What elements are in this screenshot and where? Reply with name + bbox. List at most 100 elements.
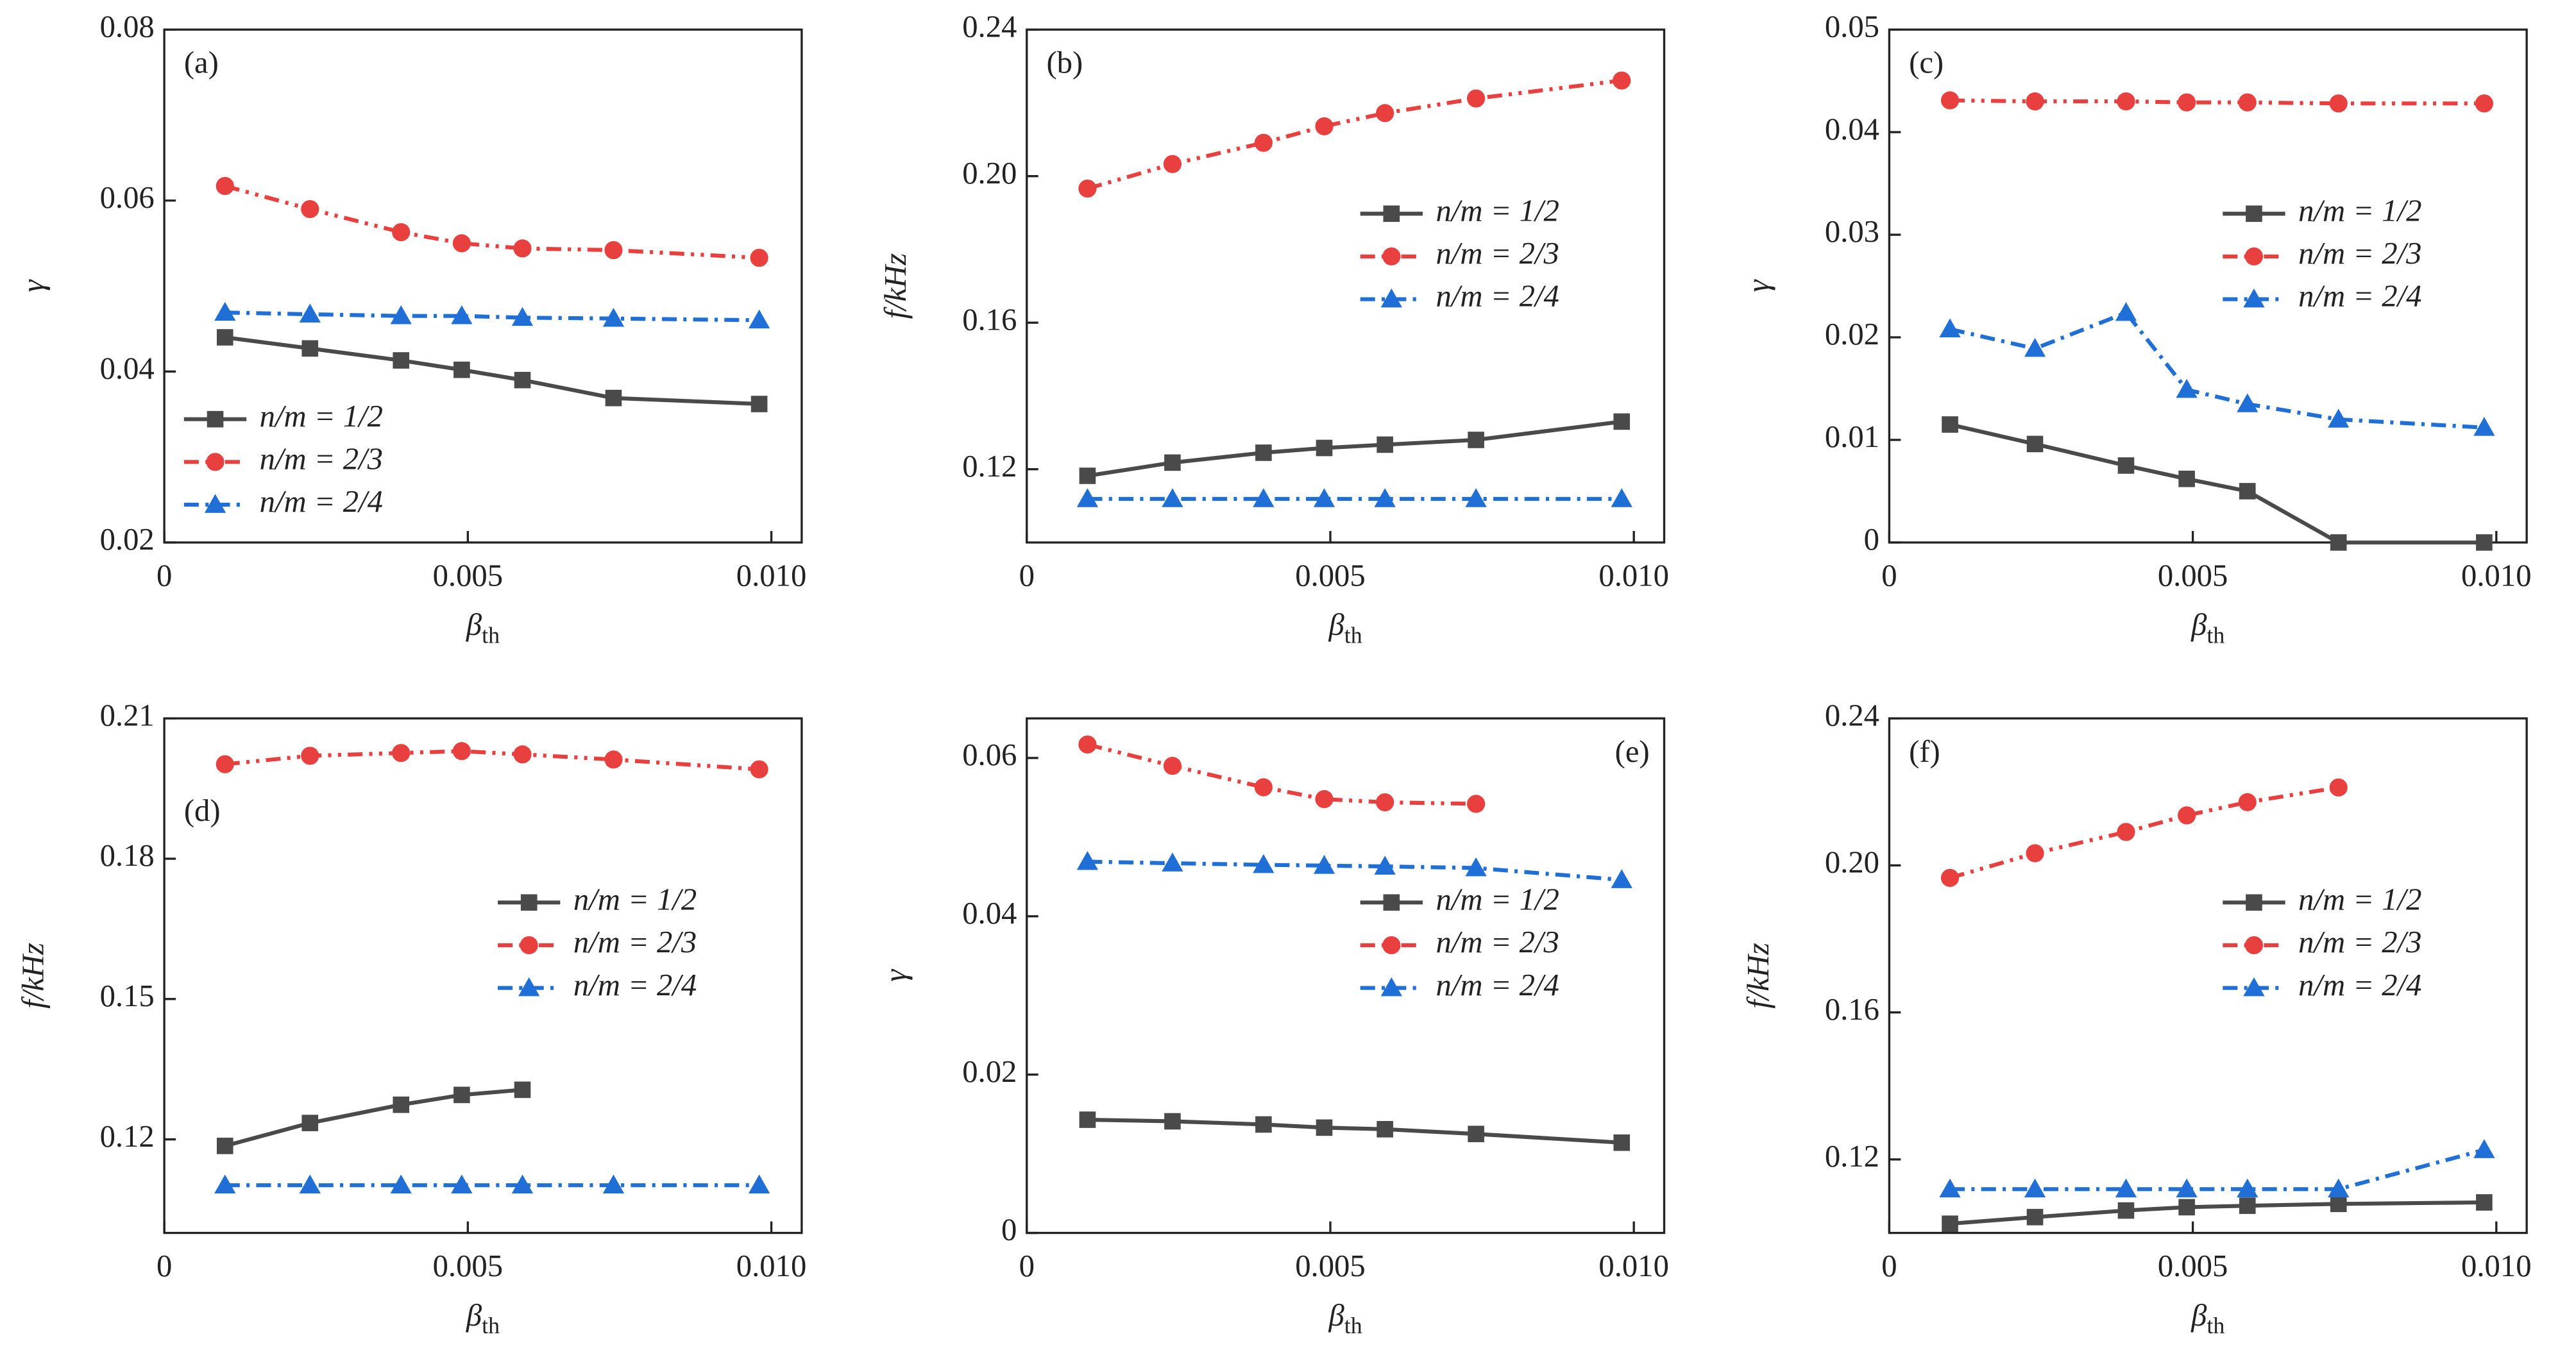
marker — [513, 239, 532, 258]
legend-marker — [520, 894, 538, 911]
marker — [2026, 1209, 2044, 1226]
marker — [2178, 1199, 2195, 1216]
legend-marker — [518, 977, 540, 997]
marker — [2176, 1178, 2198, 1198]
plot-frame — [1026, 28, 1666, 544]
series-line — [1949, 785, 2339, 880]
marker — [513, 745, 532, 764]
series-line — [224, 184, 759, 260]
legend-label: n/m = 2/3 — [1436, 925, 1559, 959]
marker — [1376, 104, 1394, 122]
y-tick-label: 0.12 — [962, 449, 1017, 484]
marker — [2330, 1195, 2347, 1213]
marker — [1313, 488, 1335, 507]
x-tick-label: 0.010 — [736, 1249, 806, 1283]
marker — [604, 750, 623, 769]
marker — [1253, 488, 1275, 507]
x-axis-label: βth — [466, 607, 500, 648]
y-axis-label: γ — [1741, 279, 1775, 292]
marker — [2476, 1194, 2493, 1211]
marker — [750, 248, 768, 267]
marker — [1315, 117, 1334, 136]
legend-label: n/m = 2/4 — [1436, 968, 1559, 1002]
x-axis-label-symbol: β — [466, 1298, 482, 1333]
legend-marker — [1383, 205, 1400, 223]
y-tick-label: 0.08 — [100, 9, 155, 44]
marker — [2176, 378, 2198, 398]
legend-marker — [520, 936, 538, 955]
marker — [451, 305, 473, 324]
legend-label: n/m = 1/2 — [1436, 882, 1559, 916]
x-tick-label: 0.005 — [2158, 1249, 2228, 1283]
marker — [1468, 432, 1484, 448]
legend-label: n/m = 2/3 — [2298, 236, 2421, 271]
marker — [393, 1096, 410, 1113]
x-tick-label: 0.010 — [1598, 558, 1668, 593]
marker — [1076, 850, 1099, 870]
marker — [750, 760, 768, 779]
marker — [392, 744, 411, 762]
marker — [1078, 179, 1097, 198]
marker — [2178, 470, 2195, 487]
x-tick-label: 0 — [1881, 558, 1897, 593]
marker — [1611, 869, 1632, 888]
marker — [299, 303, 321, 323]
marker — [301, 1115, 319, 1131]
y-axis-label: f/kHz — [1741, 943, 1775, 1009]
marker — [2024, 1178, 2046, 1198]
marker — [301, 746, 319, 765]
marker — [214, 1174, 236, 1193]
x-axis-label-symbol: β — [1328, 607, 1345, 642]
x-tick-label: 0.005 — [1295, 558, 1365, 593]
y-tick-label: 0 — [1001, 1213, 1017, 1247]
x-tick-label: 0.005 — [433, 558, 503, 593]
x-axis-label-symbol: β — [2190, 607, 2207, 642]
x-axis-label-subscript: th — [2207, 1313, 2224, 1338]
legend-label: n/m = 1/2 — [573, 882, 697, 916]
y-tick-label: 0.16 — [962, 302, 1017, 337]
marker — [2178, 806, 2196, 825]
marker — [1467, 795, 1486, 813]
x-axis-label: βth — [1328, 607, 1362, 648]
marker — [1940, 91, 1960, 110]
x-axis-label-subscript: th — [482, 623, 500, 648]
plot-frame — [1026, 717, 1666, 1234]
marker — [2178, 93, 2196, 112]
y-tick-label: 0.12 — [100, 1119, 155, 1154]
legend-label: n/m = 2/4 — [260, 484, 383, 519]
y-tick-label: 0.01 — [1825, 419, 1879, 454]
y-tick-label: 0.20 — [962, 156, 1017, 190]
marker — [393, 352, 410, 369]
y-tick-label: 0.03 — [1825, 214, 1879, 249]
y-axis-label: γ — [878, 968, 913, 982]
marker — [514, 371, 531, 389]
marker — [750, 396, 768, 412]
marker — [2117, 1202, 2135, 1219]
marker — [2238, 793, 2257, 811]
marker — [2328, 1178, 2350, 1198]
marker — [514, 1081, 531, 1099]
y-tick-label: 0.18 — [100, 838, 155, 873]
marker — [452, 234, 471, 253]
marker — [1942, 416, 1958, 433]
marker — [1079, 468, 1096, 484]
x-axis-label: βth — [466, 1298, 500, 1338]
y-tick-label: 0.24 — [1825, 698, 1879, 732]
series-line — [224, 1088, 523, 1148]
marker — [216, 329, 233, 346]
legend-label: n/m = 2/4 — [1436, 279, 1559, 314]
marker — [1465, 488, 1487, 507]
marker — [2475, 94, 2493, 113]
series-line — [1949, 310, 2485, 430]
y-tick-label: 0.15 — [100, 979, 155, 1013]
marker — [1254, 778, 1273, 796]
marker — [511, 307, 534, 326]
panel-label: (b) — [1046, 46, 1083, 80]
y-tick-label: 0.04 — [100, 351, 155, 385]
marker — [1468, 1125, 1484, 1143]
legend-label: n/m = 1/2 — [2298, 193, 2421, 228]
x-tick-label: 0.005 — [433, 1249, 503, 1283]
x-tick-label: 0.010 — [1598, 1249, 1668, 1283]
marker — [390, 1174, 412, 1193]
marker — [604, 240, 623, 260]
